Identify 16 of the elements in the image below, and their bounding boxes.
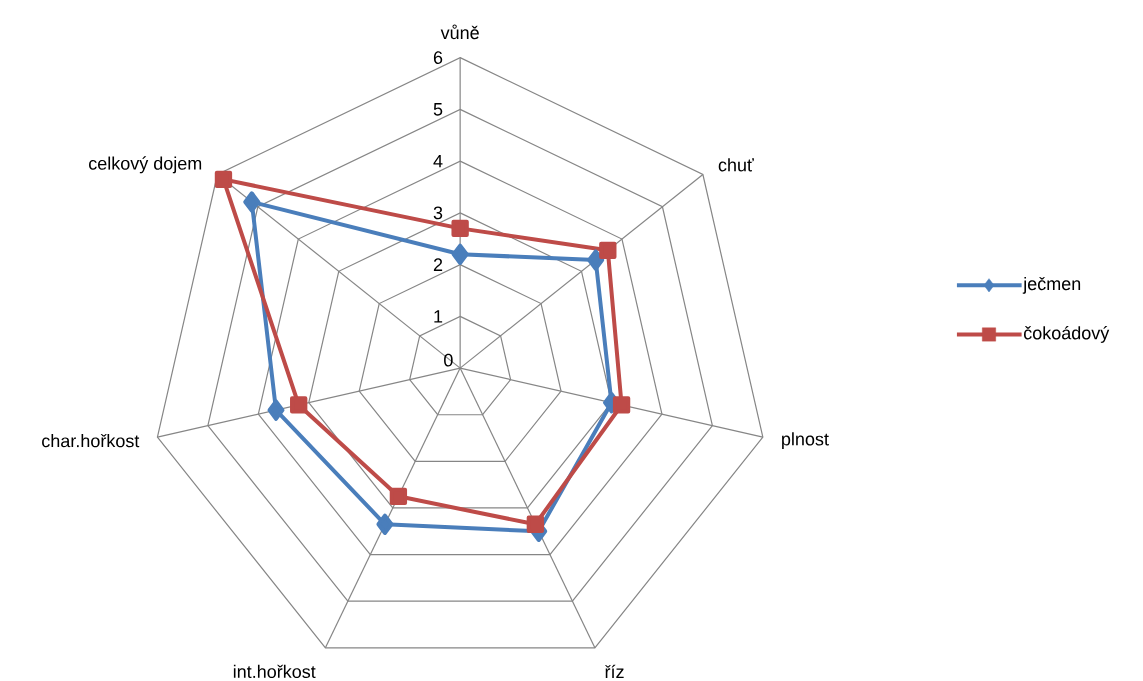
spoke-label: char.hořkost (42, 434, 140, 448)
legend-label: ječmen (1022, 277, 1081, 294)
spoke-label: říz (605, 664, 624, 679)
y-tick-label: 2 (433, 258, 443, 272)
y-tick-label: 4 (433, 155, 443, 168)
spoke-label: vůně (440, 24, 479, 40)
y-tick-label: 1 (434, 310, 443, 323)
y-tick-label: 6 (433, 51, 443, 65)
y-tick-label: 5 (433, 103, 443, 116)
spoke-label: plnost (782, 432, 829, 450)
spoke-label: chuť (718, 158, 754, 172)
spoke-label: int.hořkost (233, 664, 316, 679)
y-tick-label: 3 (433, 206, 443, 220)
legend-label: čokoádový (1023, 326, 1110, 344)
y-tick-label: 0 (444, 353, 453, 367)
spoke-label: celkový dojem (89, 156, 202, 174)
